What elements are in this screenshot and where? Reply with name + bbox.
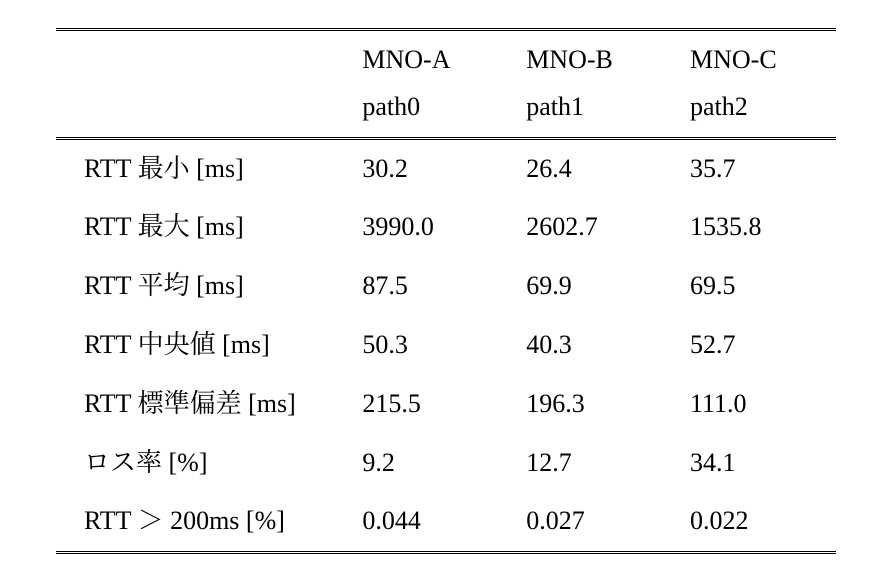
cell: 69.5 (680, 257, 836, 316)
cell: 3990.0 (352, 198, 516, 257)
row-label: ロス率 [%] (56, 434, 352, 493)
table-container: MNO-A path0 MNO-B path1 MNO-C path2 RTT … (0, 0, 892, 582)
cell: 1535.8 (680, 198, 836, 257)
row-label: RTT 最小 [ms] (56, 138, 352, 198)
table-row: RTT 最小 [ms] 30.2 26.4 35.7 (56, 138, 836, 198)
cell: 9.2 (352, 434, 516, 493)
table-row: RTT ＞ 200ms [%] 0.044 0.027 0.022 (56, 492, 836, 552)
table-row: RTT 標準偏差 [ms] 215.5 196.3 111.0 (56, 375, 836, 434)
row-label: RTT 中央値 [ms] (56, 316, 352, 375)
header-blank (56, 31, 352, 138)
cell: 12.7 (516, 434, 680, 493)
table-header-row: MNO-A path0 MNO-B path1 MNO-C path2 (56, 31, 836, 138)
header-label: MNO-B (526, 37, 670, 84)
table-row: RTT 平均 [ms] 87.5 69.9 69.5 (56, 257, 836, 316)
table-row: RTT 最大 [ms] 3990.0 2602.7 1535.8 (56, 198, 836, 257)
cell: 40.3 (516, 316, 680, 375)
cell: 215.5 (352, 375, 516, 434)
cell: 111.0 (680, 375, 836, 434)
cell: 0.027 (516, 492, 680, 552)
cell: 30.2 (352, 138, 516, 198)
header-sublabel: path2 (690, 84, 826, 131)
row-label: RTT 平均 [ms] (56, 257, 352, 316)
cell: 52.7 (680, 316, 836, 375)
row-label: RTT ＞ 200ms [%] (56, 492, 352, 552)
cell: 34.1 (680, 434, 836, 493)
cell: 196.3 (516, 375, 680, 434)
row-label: RTT 最大 [ms] (56, 198, 352, 257)
header-mno-c: MNO-C path2 (680, 31, 836, 138)
cell: 35.7 (680, 138, 836, 198)
table-row: ロス率 [%] 9.2 12.7 34.1 (56, 434, 836, 493)
cell: 0.022 (680, 492, 836, 552)
cell: 69.9 (516, 257, 680, 316)
cell: 26.4 (516, 138, 680, 198)
cell: 2602.7 (516, 198, 680, 257)
cell: 0.044 (352, 492, 516, 552)
header-label: MNO-C (690, 37, 826, 84)
header-label: MNO-A (362, 37, 506, 84)
row-label: RTT 標準偏差 [ms] (56, 375, 352, 434)
header-mno-a: MNO-A path0 (352, 31, 516, 138)
cell: 87.5 (352, 257, 516, 316)
header-sublabel: path0 (362, 84, 506, 131)
header-sublabel: path1 (526, 84, 670, 131)
cell: 50.3 (352, 316, 516, 375)
table-row: RTT 中央値 [ms] 50.3 40.3 52.7 (56, 316, 836, 375)
header-mno-b: MNO-B path1 (516, 31, 680, 138)
rtt-stats-table: MNO-A path0 MNO-B path1 MNO-C path2 RTT … (56, 28, 836, 554)
